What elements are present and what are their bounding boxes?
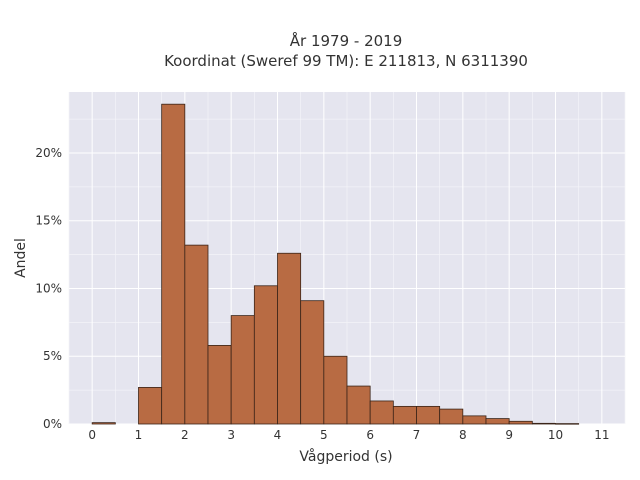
x-tick-label: 4 xyxy=(274,428,282,442)
bars xyxy=(91,103,580,425)
x-tick-label: 3 xyxy=(227,428,235,442)
x-tick-label: 2 xyxy=(181,428,189,442)
histogram-bar xyxy=(416,405,441,425)
histogram-bar xyxy=(392,405,417,425)
x-tick-label: 1 xyxy=(135,428,143,442)
histogram-bar xyxy=(555,423,580,425)
histogram-bar xyxy=(462,415,487,425)
histogram-bar xyxy=(346,385,371,425)
x-tick-label: 10 xyxy=(548,428,563,442)
x-tick-label: 6 xyxy=(366,428,374,442)
chart-title-line-2: Koordinat (Sweref 99 TM): E 211813, N 63… xyxy=(164,52,528,70)
histogram-bar xyxy=(323,355,348,425)
y-tick-label: 0% xyxy=(43,417,62,431)
histogram-bar xyxy=(207,345,232,425)
histogram-bar xyxy=(439,408,464,425)
histogram-bar xyxy=(485,418,510,425)
chart-title-line-1: År 1979 - 2019 xyxy=(290,31,403,50)
histogram-bar xyxy=(230,315,255,425)
x-tick-label: 9 xyxy=(505,428,513,442)
histogram-bar xyxy=(369,400,394,425)
histogram-bar xyxy=(277,252,302,425)
x-axis-ticks: 0 1 2 3 4 5 6 7 8 9 10 11 xyxy=(88,428,609,442)
x-tick-label: 7 xyxy=(413,428,421,442)
histogram-bar xyxy=(161,103,186,425)
y-axis-label: Andel xyxy=(13,238,29,278)
histogram-bar xyxy=(253,285,278,425)
x-axis-label: Vågperiod (s) xyxy=(299,448,392,465)
histogram-bar xyxy=(138,387,163,425)
histogram-bar xyxy=(91,422,116,425)
histogram-bar xyxy=(531,422,556,425)
y-tick-label: 15% xyxy=(35,214,62,228)
histogram-bar xyxy=(300,300,325,425)
x-tick-label: 11 xyxy=(594,428,609,442)
histogram-bar xyxy=(184,244,209,425)
x-tick-label: 8 xyxy=(459,428,467,442)
y-tick-label: 10% xyxy=(35,281,62,295)
x-tick-label: 0 xyxy=(88,428,96,442)
x-tick-label: 5 xyxy=(320,428,328,442)
y-tick-label: 5% xyxy=(43,349,62,363)
y-tick-label: 20% xyxy=(35,146,62,160)
y-axis-ticks: 0% 5% 10% 15% 20% xyxy=(35,146,62,431)
histogram-bar xyxy=(508,420,533,425)
